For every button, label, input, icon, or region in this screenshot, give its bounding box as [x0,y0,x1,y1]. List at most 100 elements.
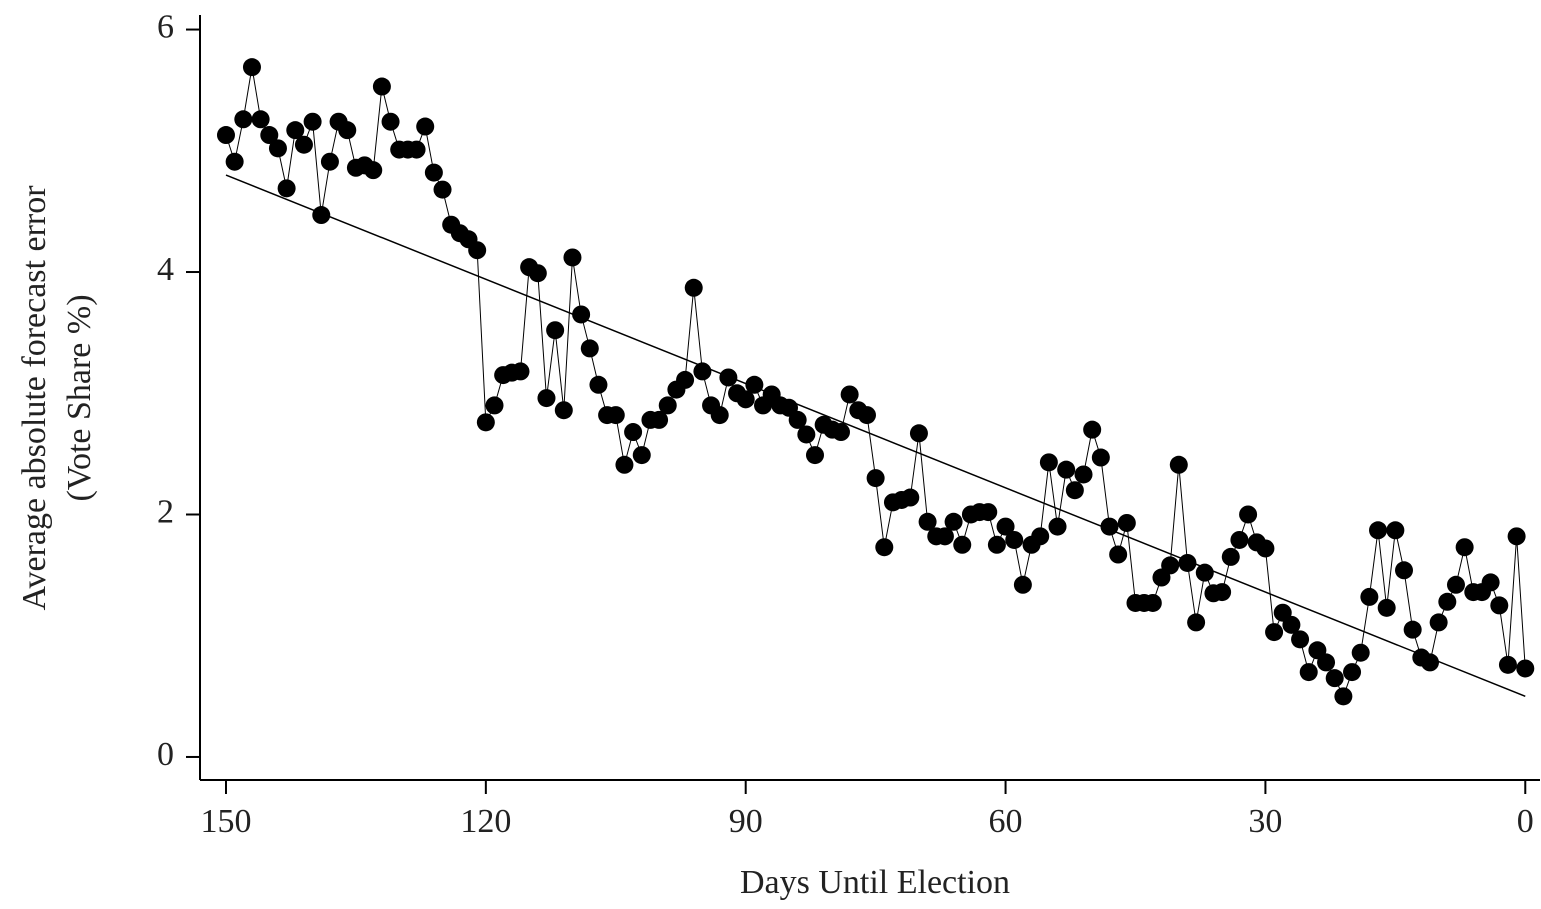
point [1143,593,1162,612]
point [407,140,426,159]
point [693,362,712,381]
point [987,535,1006,554]
point [1438,592,1457,611]
point [589,375,608,394]
point [1256,539,1275,558]
point [1386,521,1405,540]
point [632,446,651,465]
point [624,423,643,442]
point [684,278,703,297]
point [615,455,634,474]
point [736,390,755,409]
point [476,413,495,432]
point [286,121,305,140]
point [528,264,547,283]
point [805,446,824,465]
point [1178,553,1197,572]
point [1213,583,1232,602]
point [468,241,487,260]
point [1161,556,1180,575]
point [797,425,816,444]
point [857,406,876,425]
point [277,179,296,198]
point [901,488,920,507]
point [658,396,677,415]
point [1065,481,1084,500]
point [650,410,669,429]
series-line [225,67,1526,698]
point [1187,613,1206,632]
point [424,163,443,182]
point [1360,587,1379,606]
point [875,538,894,557]
point [580,339,599,358]
point [433,180,452,199]
point [918,512,937,531]
point [1005,530,1024,549]
x-tick-label: 90 [729,803,763,840]
point [1351,643,1370,662]
point [1031,527,1050,546]
point [1013,575,1032,594]
point [1299,663,1318,682]
point [234,110,253,129]
point [537,389,556,408]
point [831,423,850,442]
point [251,110,270,129]
point [1291,630,1310,649]
point [303,112,322,131]
point [676,370,695,389]
y-axis-label: Average absolute forecast error [16,185,53,611]
point [719,368,738,387]
point [294,135,313,154]
x-tick-label: 30 [1248,803,1282,840]
point [563,248,582,267]
point [1265,623,1284,642]
point [1420,653,1439,672]
point [416,117,435,136]
point [372,77,391,96]
point [866,469,885,488]
point [1048,517,1067,536]
y-tick-label: 6 [157,8,174,45]
point [1516,659,1535,678]
point [979,503,998,522]
point [1334,687,1353,706]
x-tick-label: 120 [460,803,511,840]
x-tick-label: 60 [989,803,1023,840]
point [1369,521,1388,540]
point [1507,527,1526,546]
point [745,375,764,394]
point [996,517,1015,536]
x-tick-label: 150 [200,803,251,840]
point [1239,505,1258,524]
point [260,126,279,145]
point [1074,465,1093,484]
point [511,362,530,381]
point [320,152,339,171]
y-tick-label: 2 [157,493,174,530]
point [1343,663,1362,682]
point [935,527,954,546]
point [364,161,383,180]
point [1498,655,1517,674]
point [1455,538,1474,557]
point [1481,573,1500,592]
point [381,112,400,131]
point [1039,453,1058,472]
point [572,305,591,324]
point [1429,613,1448,632]
point [554,401,573,420]
point [1446,575,1465,594]
point [788,410,807,429]
x-tick-label: 0 [1517,803,1534,840]
point [1109,545,1128,564]
point [268,139,287,158]
point [242,58,261,77]
x-axis-label: Days Until Election [740,864,1010,901]
point [710,406,729,425]
point [1377,598,1396,617]
point [338,121,357,140]
point [1100,517,1119,536]
